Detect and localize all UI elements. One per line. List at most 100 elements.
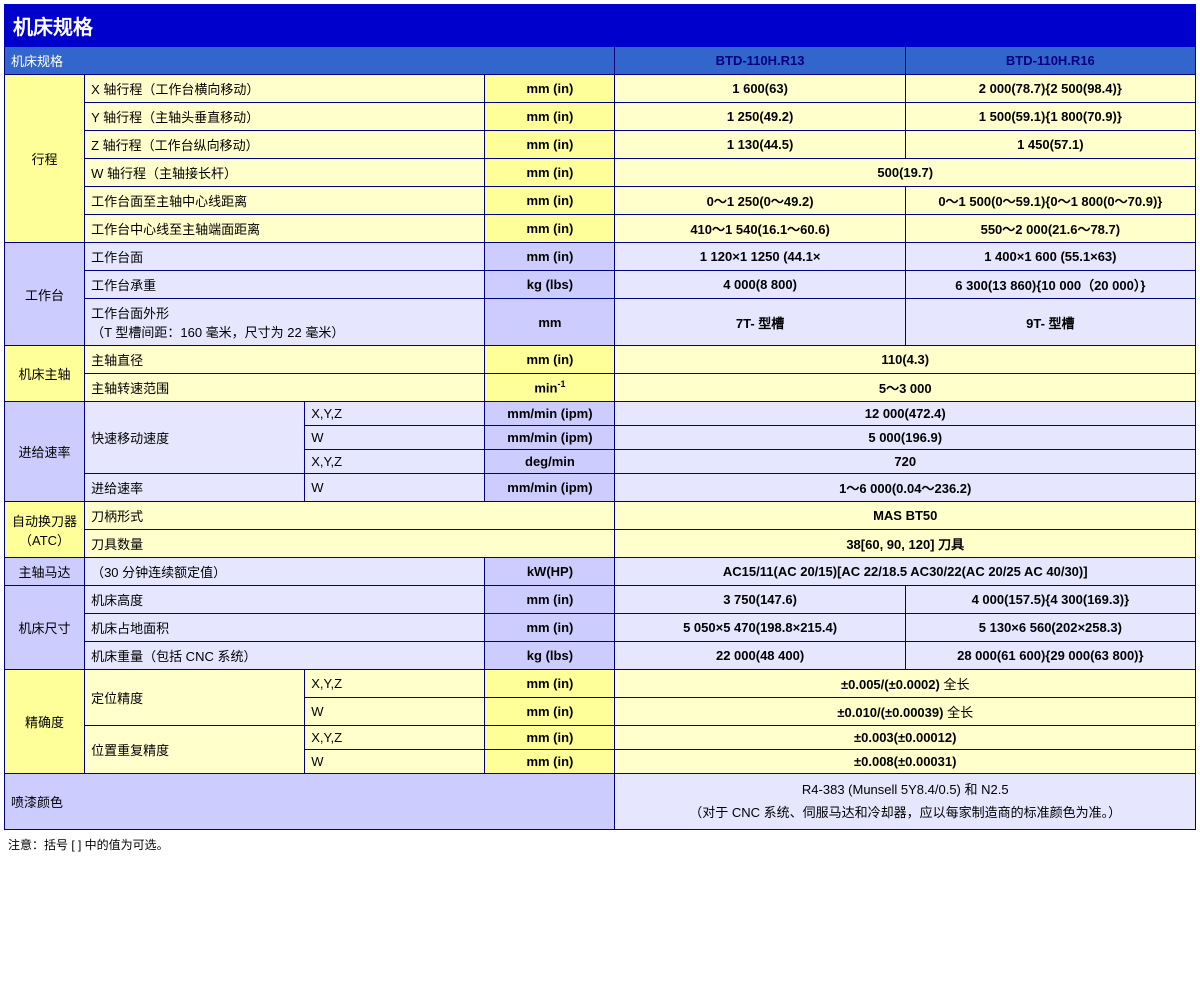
- val-text: ±0.010/(±0.00039): [837, 705, 943, 720]
- table-row: 主轴转速范围 min-1 5～3 000: [5, 374, 1196, 402]
- row-label: 进给速率: [85, 474, 305, 502]
- row-label: Z 轴行程（工作台纵向移动）: [85, 131, 485, 159]
- table-row: 位置重复精度 X,Y,Z mm (in) ±0.003(±0.00012): [5, 726, 1196, 750]
- val-r16: 6 300(13 860){10 000（20 000）}: [905, 271, 1195, 299]
- val-text: ±0.005/(±0.0002): [841, 677, 940, 692]
- row-label: X 轴行程（工作台横向移动）: [85, 75, 485, 103]
- val-r16: 1 500(59.1){1 800(70.9)}: [905, 103, 1195, 131]
- val-r16: 2 000(78.7){2 500(98.4)}: [905, 75, 1195, 103]
- unit: min-1: [485, 374, 615, 402]
- row-label: 工作台中心线至主轴端面距离: [85, 215, 485, 243]
- val-both: ±0.010/(±0.00039) 全长: [615, 698, 1196, 726]
- unit: mm (in): [485, 614, 615, 642]
- table-row: 工作台承重 kg (lbs) 4 000(8 800) 6 300(13 860…: [5, 271, 1196, 299]
- val-r13: 0～1 250(0～49.2): [615, 187, 905, 215]
- table-row: 工作台 工作台面 mm (in) 1 120×1 1250 (44.1× 1 4…: [5, 243, 1196, 271]
- row-label: （30 分钟连续额定值）: [85, 558, 485, 586]
- val-both: 1～6 000(0.04～236.2): [615, 474, 1196, 502]
- table-row: 进给速率 快速移动速度 X,Y,Z mm/min (ipm) 12 000(47…: [5, 402, 1196, 426]
- table-row: 自动换刀器（ATC） 刀柄形式 MAS BT50: [5, 502, 1196, 530]
- footnote: 注意：括号 [ ] 中的值为可选。: [4, 830, 1196, 859]
- cat-acc: 精确度: [5, 670, 85, 774]
- val-r13: 1 130(44.5): [615, 131, 905, 159]
- unit: mm (in): [485, 159, 615, 187]
- table-row: 机床重量（包括 CNC 系统） kg (lbs) 22 000(48 400) …: [5, 642, 1196, 670]
- sub-label: X,Y,Z: [305, 670, 485, 698]
- table-row: 刀具数量 38[60, 90, 120] 刀具: [5, 530, 1196, 558]
- cat-spindle: 机床主轴: [5, 346, 85, 402]
- table-row: Y 轴行程（主轴头垂直移动） mm (in) 1 250(49.2) 1 500…: [5, 103, 1196, 131]
- unit: mm (in): [485, 103, 615, 131]
- unit: mm: [485, 299, 615, 346]
- table-row: Z 轴行程（工作台纵向移动） mm (in) 1 130(44.5) 1 450…: [5, 131, 1196, 159]
- val-r13: 1 250(49.2): [615, 103, 905, 131]
- cat-size: 机床尺寸: [5, 586, 85, 670]
- cat-table: 工作台: [5, 243, 85, 346]
- val-r16: 550～2 000(21.6～78.7): [905, 215, 1195, 243]
- header-left: 机床规格: [5, 47, 615, 75]
- header-col1: BTD-110H.R13: [615, 47, 905, 75]
- val-r16: 5 130×6 560(202×258.3): [905, 614, 1195, 642]
- row-label: 工作台承重: [85, 271, 485, 299]
- title-row: 机床规格: [5, 5, 1196, 47]
- unit: kW(HP): [485, 558, 615, 586]
- val-paint: R4-383 (Munsell 5Y8.4/0.5) 和 N2.5 （对于 CN…: [615, 774, 1196, 830]
- val-r13: 7T- 型槽: [615, 299, 905, 346]
- row-label: 刀具数量: [85, 530, 615, 558]
- row-label: 机床重量（包括 CNC 系统）: [85, 642, 485, 670]
- table-row: 精确度 定位精度 X,Y,Z mm (in) ±0.005/(±0.0002) …: [5, 670, 1196, 698]
- sub-label: X,Y,Z: [305, 726, 485, 750]
- suffix: 全长: [940, 677, 970, 692]
- row-label: 主轴直径: [85, 346, 485, 374]
- val-r16: 9T- 型槽: [905, 299, 1195, 346]
- row-label: 快速移动速度: [85, 402, 305, 474]
- row-label: W 轴行程（主轴接长杆）: [85, 159, 485, 187]
- val-both: 720: [615, 450, 1196, 474]
- unit: mm (in): [485, 586, 615, 614]
- table-row: W 轴行程（主轴接长杆） mm (in) 500(19.7): [5, 159, 1196, 187]
- unit: deg/min: [485, 450, 615, 474]
- row-label: 工作台面外形 （T 型槽间距：160 毫米，尺寸为 22 毫米）: [85, 299, 485, 346]
- unit: mm (in): [485, 215, 615, 243]
- val-both: ±0.003(±0.00012): [615, 726, 1196, 750]
- spec-table: 机床规格 机床规格 BTD-110H.R13 BTD-110H.R16 行程 X…: [4, 4, 1196, 830]
- sub-label: X,Y,Z: [305, 450, 485, 474]
- unit: kg (lbs): [485, 271, 615, 299]
- table-row: 进给速率 W mm/min (ipm) 1～6 000(0.04～236.2): [5, 474, 1196, 502]
- table-row: 喷漆颜色 R4-383 (Munsell 5Y8.4/0.5) 和 N2.5 （…: [5, 774, 1196, 830]
- unit: mm/min (ipm): [485, 402, 615, 426]
- val-r16: 1 400×1 600 (55.1×63): [905, 243, 1195, 271]
- header-row: 机床规格 BTD-110H.R13 BTD-110H.R16: [5, 47, 1196, 75]
- unit: mm (in): [485, 726, 615, 750]
- row-label: Y 轴行程（主轴头垂直移动）: [85, 103, 485, 131]
- table-row: 工作台面至主轴中心线距离 mm (in) 0～1 250(0～49.2) 0～1…: [5, 187, 1196, 215]
- val-r13: 1 600(63): [615, 75, 905, 103]
- unit-sup: -1: [557, 379, 565, 389]
- table-row: 工作台中心线至主轴端面距离 mm (in) 410～1 540(16.1～60.…: [5, 215, 1196, 243]
- unit: mm (in): [485, 187, 615, 215]
- val-both: AC15/11(AC 20/15)[AC 22/18.5 AC30/22(AC …: [615, 558, 1196, 586]
- val-both: 38[60, 90, 120] 刀具: [615, 530, 1196, 558]
- page-title: 机床规格: [5, 5, 1196, 47]
- sub-label: W: [305, 750, 485, 774]
- unit: mm (in): [485, 670, 615, 698]
- unit-text: min: [534, 381, 557, 396]
- val-r13: 1 120×1 1250 (44.1×: [615, 243, 905, 271]
- table-row: 行程 X 轴行程（工作台横向移动） mm (in) 1 600(63) 2 00…: [5, 75, 1196, 103]
- suffix: 全长: [943, 705, 973, 720]
- row-label: 位置重复精度: [85, 726, 305, 774]
- val-both: ±0.008(±0.00031): [615, 750, 1196, 774]
- row-label: 主轴转速范围: [85, 374, 485, 402]
- header-col2: BTD-110H.R16: [905, 47, 1195, 75]
- row-label: 工作台面至主轴中心线距离: [85, 187, 485, 215]
- sub-label: W: [305, 474, 485, 502]
- row-label: 机床占地面积: [85, 614, 485, 642]
- unit: mm/min (ipm): [485, 426, 615, 450]
- row-label: 工作台面: [85, 243, 485, 271]
- val-r13: 410～1 540(16.1～60.6): [615, 215, 905, 243]
- val-r16: 4 000(157.5){4 300(169.3)}: [905, 586, 1195, 614]
- cat-motor: 主轴马达: [5, 558, 85, 586]
- unit: mm (in): [485, 131, 615, 159]
- unit: kg (lbs): [485, 642, 615, 670]
- val-both: 12 000(472.4): [615, 402, 1196, 426]
